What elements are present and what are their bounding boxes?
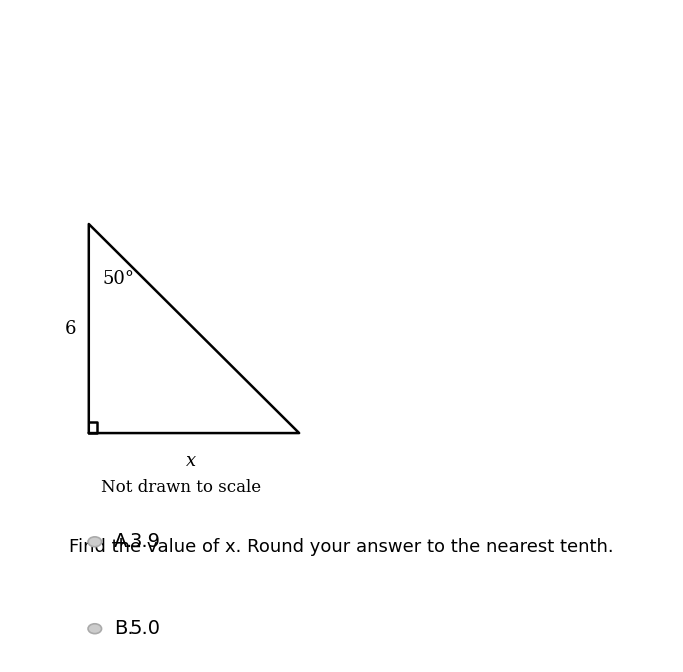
Text: x: x [186, 452, 196, 470]
Text: 3.9: 3.9 [129, 532, 161, 551]
Text: 5.0: 5.0 [129, 619, 161, 638]
Text: Find the value of x. Round your answer to the nearest tenth.: Find the value of x. Round your answer t… [69, 538, 614, 556]
Text: A.: A. [114, 532, 134, 551]
Circle shape [88, 537, 102, 547]
Text: B.: B. [114, 619, 134, 638]
Text: 50°: 50° [102, 270, 135, 288]
Text: Not drawn to scale: Not drawn to scale [101, 479, 261, 496]
Text: 6: 6 [65, 319, 76, 337]
Circle shape [88, 624, 102, 634]
